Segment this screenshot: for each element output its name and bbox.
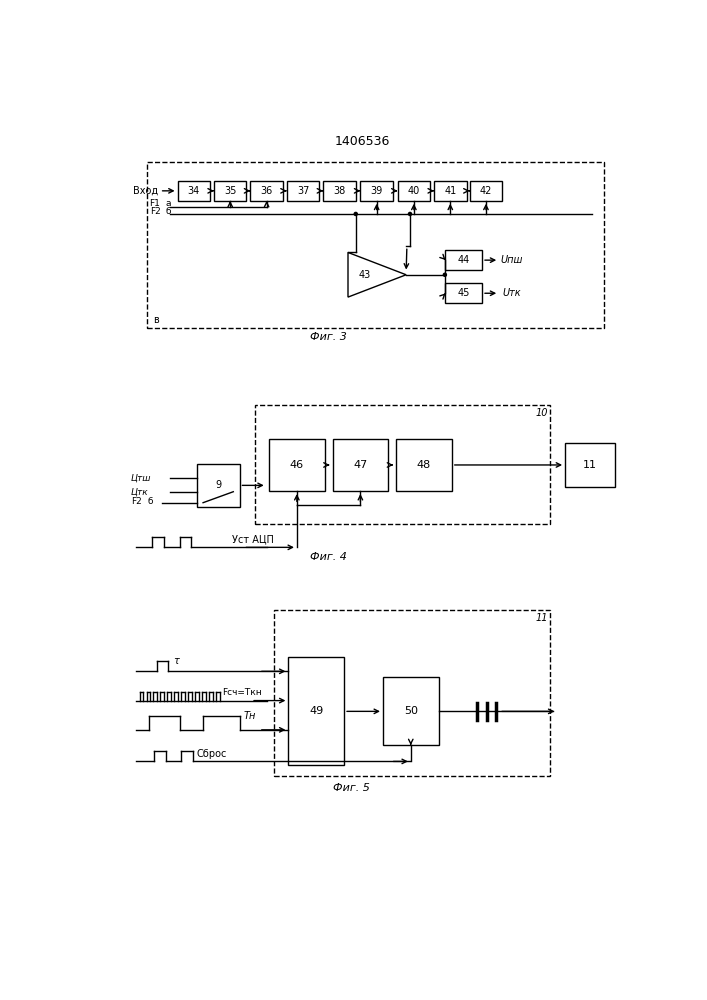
Text: Uпш: Uпш — [501, 255, 522, 265]
Text: 42: 42 — [480, 186, 492, 196]
Bar — [250, 181, 283, 201]
Text: 50: 50 — [404, 706, 418, 716]
Bar — [383, 677, 438, 745]
Text: б: б — [147, 497, 153, 506]
Text: 44: 44 — [457, 255, 469, 265]
Text: 45: 45 — [457, 288, 469, 298]
Polygon shape — [348, 252, 406, 297]
Bar — [177, 181, 210, 201]
Bar — [445, 283, 482, 303]
Text: 38: 38 — [333, 186, 346, 196]
Text: б: б — [166, 207, 171, 216]
Text: Фиг. 4: Фиг. 4 — [310, 552, 347, 562]
Text: 41: 41 — [444, 186, 457, 196]
Text: 1406536: 1406536 — [334, 135, 390, 148]
Bar — [323, 181, 356, 201]
Circle shape — [354, 212, 357, 215]
Text: 43: 43 — [359, 270, 371, 280]
Bar — [269, 439, 325, 491]
Text: F1: F1 — [150, 199, 160, 208]
Bar — [565, 443, 615, 487]
Text: в: в — [153, 315, 158, 325]
Bar — [396, 439, 452, 491]
Text: 9: 9 — [215, 480, 221, 490]
Bar — [445, 250, 482, 270]
Bar — [288, 657, 344, 765]
Text: Fсч=Ткн: Fсч=Ткн — [222, 688, 262, 697]
Text: 48: 48 — [417, 460, 431, 470]
Bar — [197, 464, 240, 507]
Text: Тн: Тн — [243, 711, 256, 721]
Text: 37: 37 — [297, 186, 309, 196]
Text: F2: F2 — [150, 207, 160, 216]
Text: 46: 46 — [290, 460, 304, 470]
Bar — [274, 610, 549, 776]
Text: 35: 35 — [224, 186, 236, 196]
Text: 11: 11 — [535, 613, 548, 623]
Text: 11: 11 — [583, 460, 597, 470]
Text: F2: F2 — [131, 497, 141, 506]
Bar — [361, 181, 393, 201]
Bar — [287, 181, 320, 201]
Text: 34: 34 — [187, 186, 200, 196]
Text: 40: 40 — [408, 186, 420, 196]
Text: Вход: Вход — [133, 186, 158, 196]
Bar — [214, 181, 247, 201]
Text: 39: 39 — [370, 186, 382, 196]
Text: 36: 36 — [260, 186, 273, 196]
Bar — [332, 439, 388, 491]
Text: 10: 10 — [535, 408, 548, 418]
Text: Сброс: Сброс — [197, 749, 227, 759]
Text: Цтш: Цтш — [131, 473, 151, 482]
Text: Uтк: Uтк — [502, 288, 521, 298]
Circle shape — [409, 212, 411, 215]
Text: Уст АЦП: Уст АЦП — [232, 534, 274, 544]
Text: 47: 47 — [354, 460, 368, 470]
Bar — [434, 181, 467, 201]
Bar — [397, 181, 430, 201]
Text: Цтк: Цтк — [131, 487, 148, 496]
Text: 49: 49 — [309, 706, 323, 716]
Bar — [469, 181, 502, 201]
Text: а: а — [166, 199, 171, 208]
Text: τ: τ — [174, 656, 180, 666]
Bar — [255, 405, 549, 524]
Text: Фиг. 5: Фиг. 5 — [334, 783, 370, 793]
Bar — [146, 162, 604, 328]
Circle shape — [443, 273, 446, 276]
Text: Фиг. 3: Фиг. 3 — [310, 332, 347, 342]
